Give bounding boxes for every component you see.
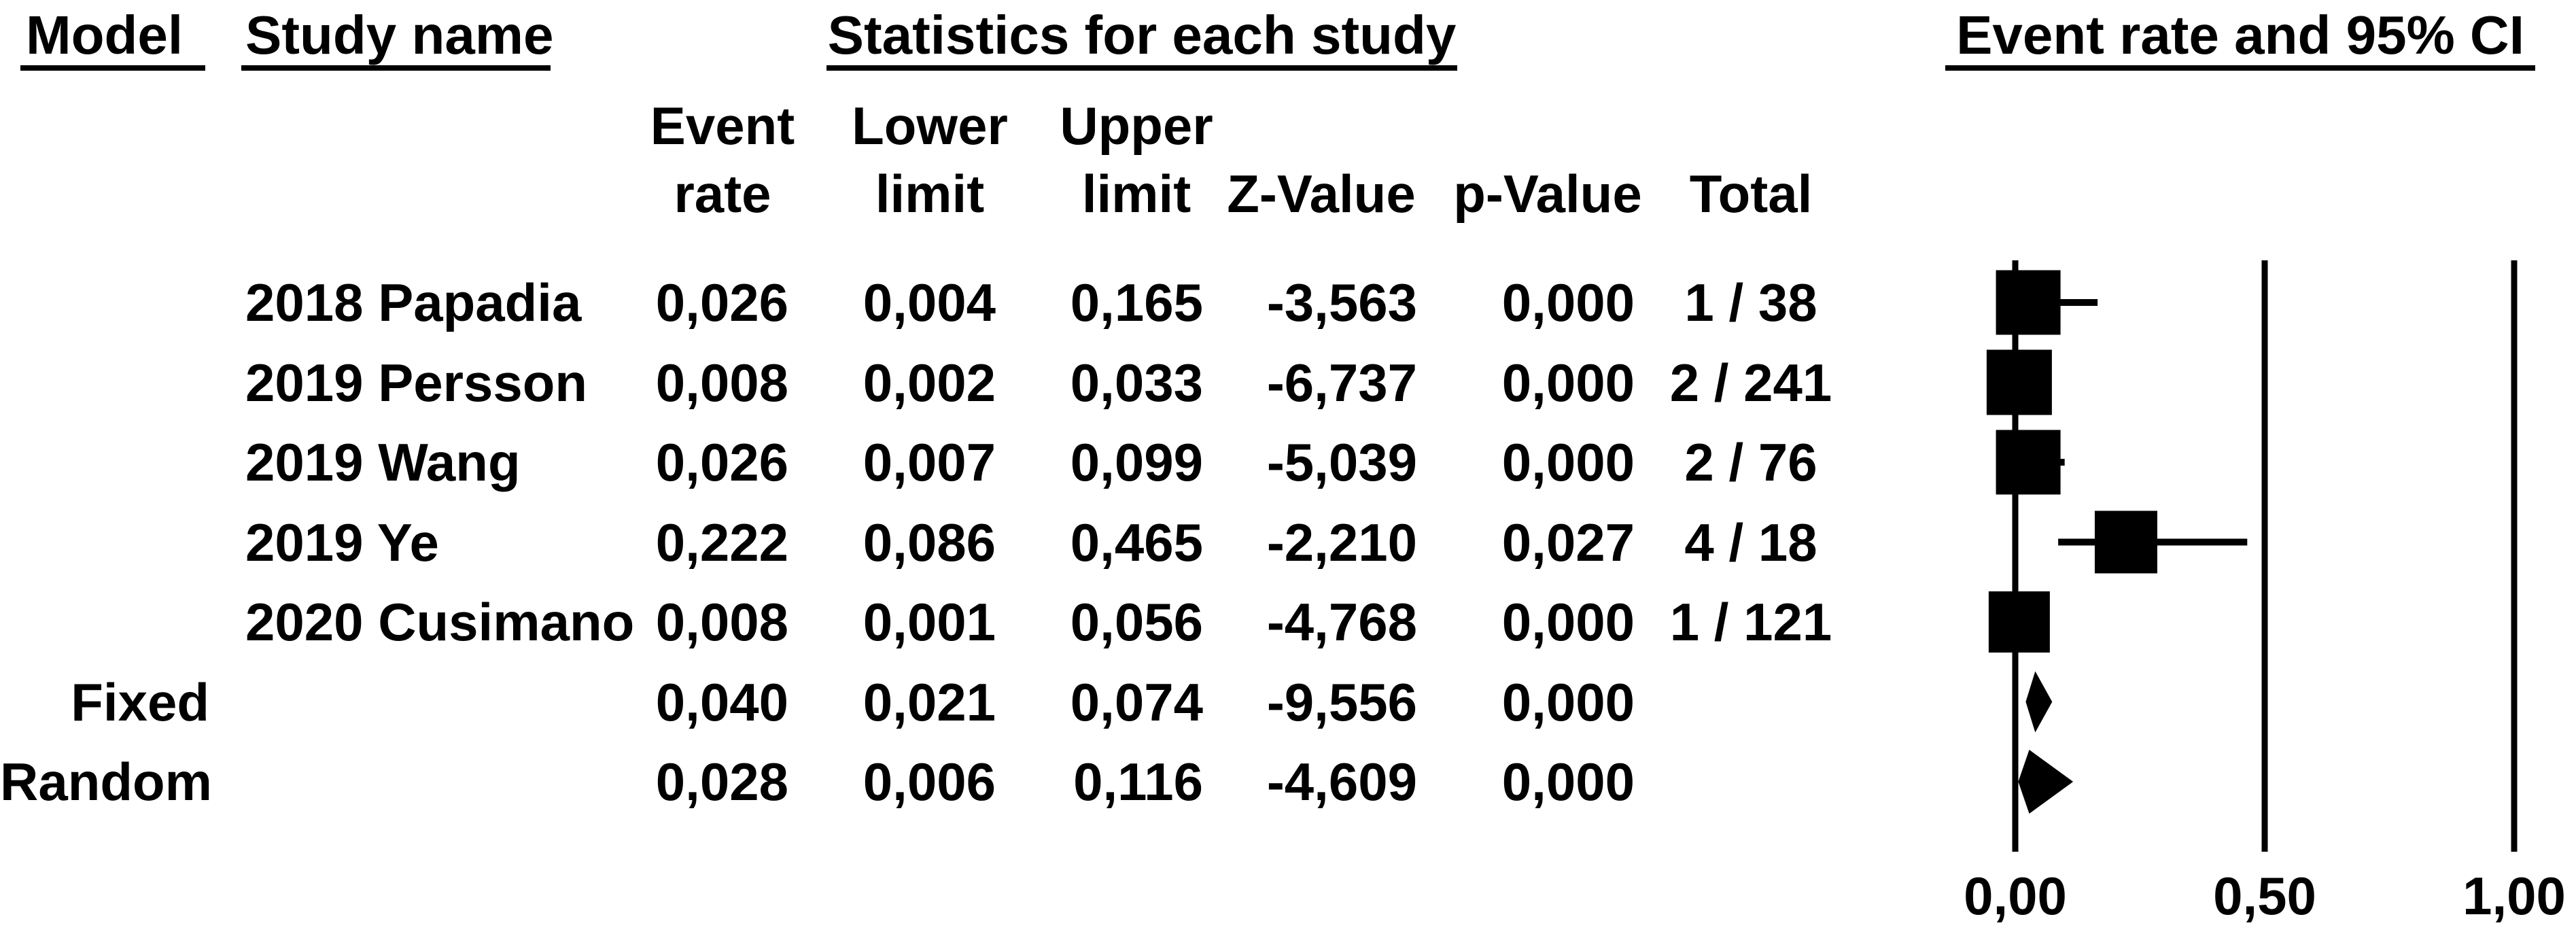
- column-group-header-event-rate-ci: Event rate and 95% CI: [1956, 5, 2524, 65]
- summary-diamond: [2025, 671, 2053, 733]
- study-point-square: [1996, 270, 2061, 335]
- study-point-square: [2094, 510, 2157, 574]
- x-axis-tick-label: 0,00: [1964, 866, 2067, 926]
- column-group-header-study-name: Study name: [245, 5, 554, 65]
- statistics-header-underline: [826, 65, 1457, 71]
- study-point-square: [1988, 591, 2050, 653]
- study-name-cell: 2019 Wang: [245, 432, 521, 492]
- study-name-cell: 2019 Persson: [245, 352, 588, 413]
- p-cell: 0,000: [1501, 352, 1635, 413]
- col-header-z-value: Z-Value: [1227, 164, 1416, 224]
- rate-cell: 0,026: [655, 273, 788, 332]
- model-cell: Fixed: [71, 672, 209, 732]
- lower-cell: 0,004: [863, 273, 996, 332]
- study-name-cell: 2018 Papadia: [245, 273, 582, 332]
- study-name-cell: 2020 Cusimano: [245, 592, 635, 652]
- total-cell: 2 / 241: [1669, 352, 1832, 413]
- col-header-rate: rate: [674, 164, 771, 224]
- z-cell: -9,556: [1266, 672, 1417, 732]
- rate-cell: 0,040: [655, 672, 788, 732]
- col-header-p-value: p-Value: [1453, 164, 1642, 224]
- p-cell: 0,000: [1501, 672, 1635, 732]
- rate-cell: 0,008: [655, 352, 788, 413]
- lower-cell: 0,006: [863, 752, 996, 812]
- upper-cell: 0,116: [1073, 752, 1203, 812]
- z-cell: -4,768: [1266, 592, 1417, 652]
- column-group-header-model: Model: [26, 5, 184, 65]
- lower-cell: 0,001: [863, 592, 996, 652]
- summary-diamond: [2018, 750, 2074, 814]
- z-cell: -5,039: [1266, 432, 1417, 492]
- z-cell: -6,737: [1266, 352, 1417, 413]
- col-header-upper-limit: limit: [1081, 164, 1191, 224]
- upper-cell: 0,165: [1070, 273, 1203, 332]
- total-cell: 4 / 18: [1684, 512, 1817, 572]
- total-cell: 1 / 121: [1669, 592, 1832, 652]
- total-cell: 1 / 38: [1684, 273, 1817, 332]
- col-header-total: Total: [1689, 164, 1813, 224]
- upper-cell: 0,099: [1070, 432, 1203, 492]
- col-header-upper: Upper: [1060, 96, 1213, 156]
- col-header-event: Event: [650, 96, 795, 156]
- model-header-underline: [20, 65, 205, 71]
- study-point-square: [1996, 430, 2061, 495]
- upper-cell: 0,465: [1070, 512, 1203, 572]
- p-cell: 0,000: [1501, 432, 1635, 492]
- lower-cell: 0,021: [863, 672, 996, 732]
- upper-cell: 0,033: [1070, 352, 1203, 413]
- x-axis-tick-label: 1,00: [2462, 866, 2566, 926]
- p-cell: 0,000: [1501, 273, 1635, 332]
- study-name-cell: 2019 Ye: [245, 512, 439, 572]
- column-group-header-statistics: Statistics for each study: [827, 5, 1457, 65]
- rate-cell: 0,028: [655, 752, 788, 812]
- z-cell: -3,563: [1266, 273, 1417, 332]
- lower-cell: 0,002: [863, 352, 996, 413]
- p-cell: 0,000: [1501, 592, 1635, 652]
- col-header-lower-limit: limit: [875, 164, 985, 224]
- model-cell: Random: [0, 752, 212, 812]
- upper-cell: 0,074: [1070, 672, 1203, 732]
- study-name-header-underline: [241, 65, 551, 71]
- rate-cell: 0,008: [655, 592, 788, 652]
- lower-cell: 0,007: [863, 432, 996, 492]
- col-header-lower: Lower: [852, 96, 1008, 156]
- rate-cell: 0,222: [655, 512, 788, 572]
- p-cell: 0,027: [1501, 512, 1635, 572]
- rate-cell: 0,026: [655, 432, 788, 492]
- study-point-square: [1986, 349, 2052, 415]
- total-cell: 2 / 76: [1684, 432, 1817, 492]
- z-cell: -2,210: [1266, 512, 1417, 572]
- p-cell: 0,000: [1501, 752, 1635, 812]
- upper-cell: 0,056: [1070, 592, 1203, 652]
- z-cell: -4,609: [1266, 752, 1417, 812]
- event-rate-ci-header-underline: [1945, 65, 2535, 71]
- lower-cell: 0,086: [863, 512, 996, 572]
- x-axis-tick-label: 0,50: [2213, 866, 2316, 926]
